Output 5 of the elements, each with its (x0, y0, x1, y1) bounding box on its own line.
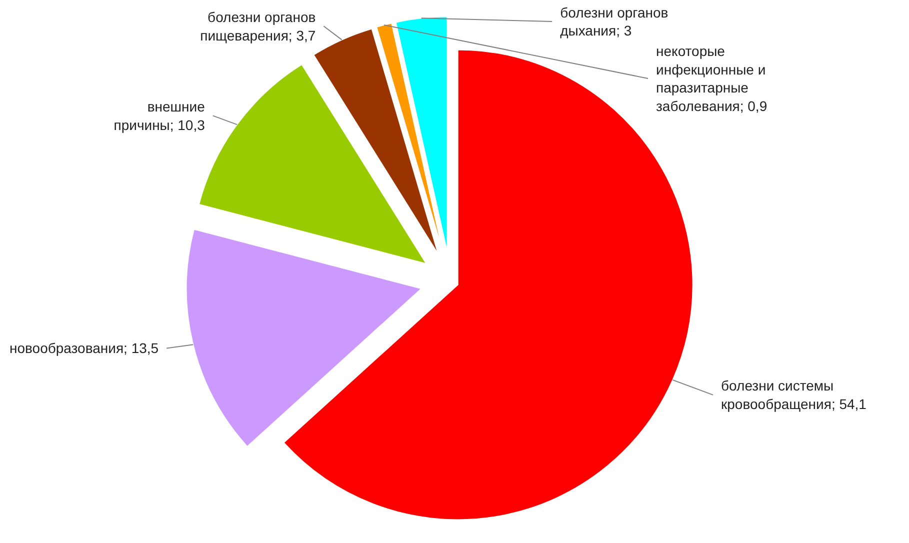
slice-label: внешние причины; 10,3 (114, 98, 206, 133)
slice-label: некоторые инфекционные и паразитарные заболевания; 0,9 (656, 42, 768, 114)
slice-label: новообразования; 13,5 (9, 340, 159, 356)
slice-label: болезни системы кровообращения; 54,1 (721, 378, 867, 412)
slice-label: болезни органов пищеварения; 3,7 (200, 8, 316, 44)
